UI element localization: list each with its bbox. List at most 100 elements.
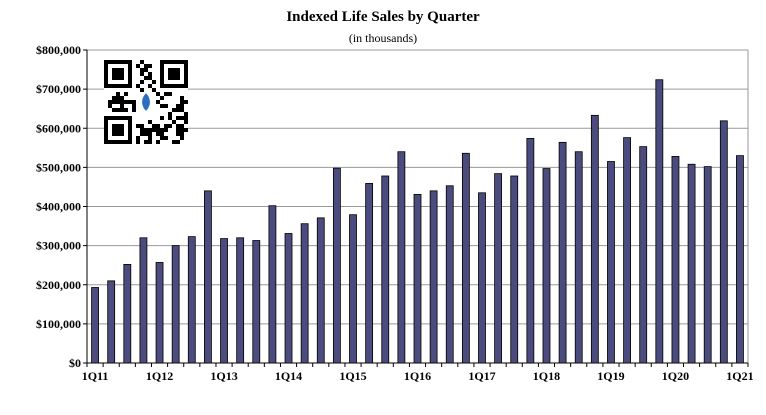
y-tick-label: $500,000 bbox=[36, 160, 81, 174]
qr-module bbox=[144, 64, 148, 68]
qr-module bbox=[172, 120, 176, 124]
qr-module bbox=[172, 140, 176, 144]
y-tick-label: $200,000 bbox=[36, 278, 81, 292]
qr-module bbox=[148, 128, 152, 132]
bar bbox=[558, 141, 567, 364]
qr-code-logo bbox=[104, 60, 188, 144]
qr-module bbox=[184, 112, 188, 116]
qr-module bbox=[184, 116, 188, 120]
bar bbox=[736, 155, 744, 364]
qr-module bbox=[120, 108, 124, 112]
flame-icon bbox=[142, 93, 150, 111]
qr-module bbox=[164, 92, 168, 96]
bar bbox=[413, 193, 422, 364]
qr-module bbox=[156, 92, 160, 96]
bar bbox=[397, 151, 406, 364]
qr-module bbox=[148, 76, 152, 80]
qr-module bbox=[128, 100, 132, 104]
bar bbox=[623, 137, 631, 364]
qr-finder-core bbox=[112, 124, 124, 136]
bar bbox=[268, 205, 277, 364]
qr-module bbox=[168, 92, 172, 96]
bar bbox=[607, 161, 615, 364]
qr-module bbox=[120, 100, 124, 104]
bar bbox=[187, 236, 196, 364]
bar bbox=[284, 233, 293, 364]
qr-module bbox=[144, 128, 148, 132]
bar bbox=[478, 192, 486, 364]
qr-module bbox=[180, 108, 184, 112]
qr-module bbox=[144, 140, 148, 144]
qr-module bbox=[156, 132, 160, 136]
qr-module bbox=[116, 96, 120, 100]
qr-module bbox=[124, 100, 128, 104]
y-tick-label: $100,000 bbox=[36, 317, 81, 331]
qr-module bbox=[136, 140, 140, 144]
y-tick-label: $300,000 bbox=[36, 239, 81, 253]
x-tick-label: 1Q14 bbox=[275, 369, 302, 383]
qr-module bbox=[120, 96, 124, 100]
bar bbox=[91, 287, 99, 364]
y-tick-label: $700,000 bbox=[36, 82, 81, 96]
qr-module bbox=[160, 104, 164, 108]
bar bbox=[429, 190, 438, 364]
qr-module bbox=[176, 108, 180, 112]
bar bbox=[220, 238, 228, 364]
qr-module bbox=[168, 124, 172, 128]
qr-module bbox=[136, 124, 140, 128]
qr-module bbox=[176, 116, 180, 120]
x-tick-label: 1Q19 bbox=[597, 369, 624, 383]
qr-module bbox=[160, 136, 164, 140]
qr-module bbox=[112, 96, 116, 100]
qr-module bbox=[140, 80, 144, 84]
qr-module bbox=[160, 96, 164, 100]
qr-module bbox=[176, 104, 180, 108]
qr-finder-core bbox=[168, 68, 180, 80]
qr-module bbox=[152, 88, 156, 92]
qr-module bbox=[176, 140, 180, 144]
qr-module bbox=[148, 64, 152, 68]
x-tick-label: 1Q17 bbox=[468, 369, 495, 383]
bar bbox=[236, 237, 245, 364]
bar bbox=[381, 175, 390, 364]
qr-module bbox=[184, 100, 188, 104]
qr-module bbox=[148, 120, 152, 124]
qr-module bbox=[112, 108, 116, 112]
qr-module bbox=[116, 108, 120, 112]
y-tick-label: $800,000 bbox=[36, 43, 81, 57]
qr-module bbox=[164, 104, 168, 108]
x-tick-label: 1Q12 bbox=[146, 369, 173, 383]
bar bbox=[316, 217, 325, 364]
qr-module bbox=[164, 128, 168, 132]
qr-module bbox=[144, 68, 148, 72]
qr-module bbox=[176, 132, 180, 136]
qr-module bbox=[148, 132, 152, 136]
x-tick-label: 1Q20 bbox=[662, 369, 689, 383]
qr-module bbox=[164, 136, 168, 140]
x-tick-label: 1Q16 bbox=[404, 369, 431, 383]
qr-module bbox=[156, 140, 160, 144]
qr-module bbox=[116, 100, 120, 104]
bar bbox=[461, 152, 470, 364]
y-tick-label: $400,000 bbox=[36, 200, 81, 214]
bar bbox=[107, 280, 116, 364]
qr-module bbox=[140, 124, 144, 128]
qr-module bbox=[156, 128, 160, 132]
qr-finder-core bbox=[112, 68, 124, 80]
qr-module bbox=[148, 72, 152, 76]
qr-module bbox=[180, 128, 184, 132]
bar bbox=[445, 185, 454, 364]
bar bbox=[719, 120, 728, 364]
qr-module bbox=[108, 100, 112, 104]
bar bbox=[655, 79, 664, 364]
qr-module bbox=[136, 136, 140, 140]
bar bbox=[349, 214, 357, 364]
qr-module bbox=[140, 60, 144, 64]
qr-module bbox=[132, 108, 136, 112]
qr-module bbox=[160, 116, 164, 120]
bar bbox=[171, 245, 180, 364]
bar bbox=[365, 183, 374, 364]
y-tick-label: $600,000 bbox=[36, 121, 81, 135]
bar bbox=[155, 262, 164, 364]
